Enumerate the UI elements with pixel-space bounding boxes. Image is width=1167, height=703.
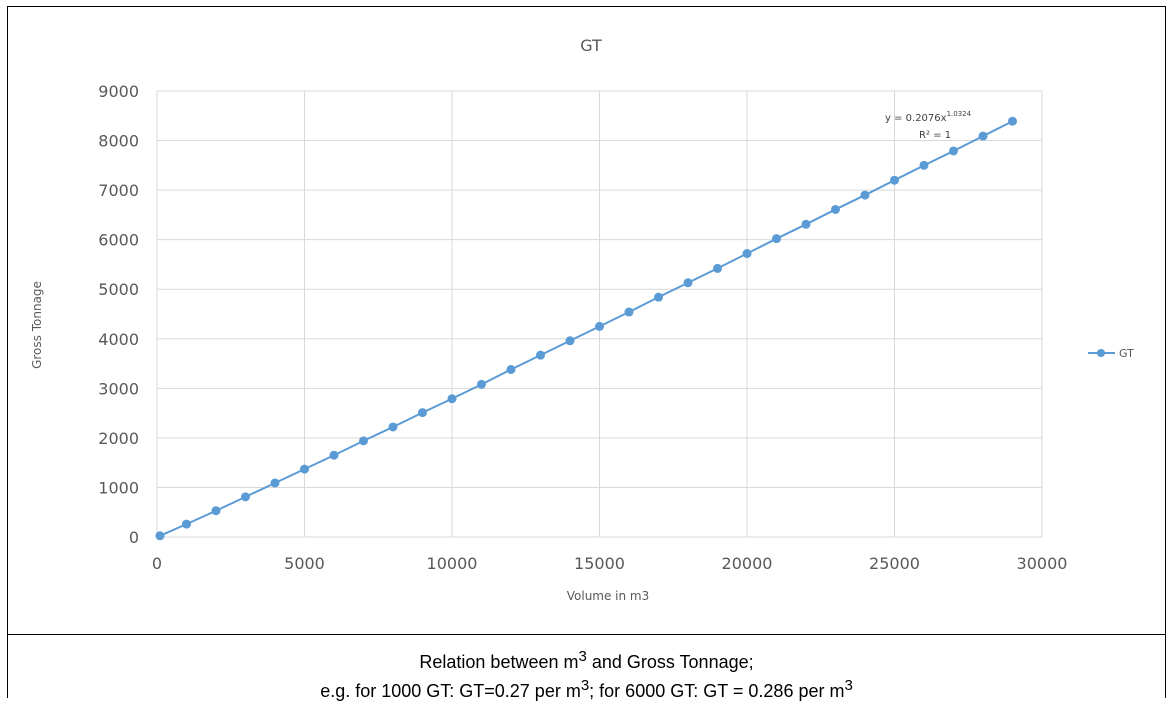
data-point xyxy=(477,379,486,389)
y-tick-label: 3000 xyxy=(98,379,139,398)
y-axis-label: Gross Tonnage xyxy=(30,281,44,369)
figure-caption: Relation between m3 and Gross Tonnage; e… xyxy=(7,634,1166,701)
x-tick-label: 20000 xyxy=(722,554,773,573)
data-point xyxy=(978,131,988,141)
data-point xyxy=(742,249,752,259)
data-point xyxy=(919,160,929,170)
data-point xyxy=(241,492,250,502)
axes: 0 1000 2000 3000 4000 5000 6000 7000 8000 9000 0 50… xyxy=(98,82,1067,573)
data-point xyxy=(831,204,840,214)
data-point xyxy=(595,321,604,331)
chart-svg: GT 0 1000 2000 3000 4000 5000 6000 7000 8000 9000… xyxy=(30,36,1134,603)
data-point xyxy=(270,478,280,488)
caption-line-2-text-b: ; for 6000 GT: GT = 0.286 per m xyxy=(589,681,845,701)
series-line xyxy=(159,120,1013,537)
y-tick-label: 2000 xyxy=(98,429,139,448)
caption-line-1-text-a: Relation between m xyxy=(419,652,579,672)
data-point xyxy=(300,464,309,474)
data-point xyxy=(624,307,634,317)
y-tick-label: 7000 xyxy=(98,181,139,200)
y-tick-label: 5000 xyxy=(98,280,139,299)
x-tick-label: 5000 xyxy=(284,554,325,573)
caption-line-1: Relation between m3 and Gross Tonnage; xyxy=(8,635,1165,674)
trendline-r2: R² = 1 xyxy=(919,130,951,141)
legend-label: GT xyxy=(1119,347,1134,360)
caption-line-2-superscript-1: 3 xyxy=(580,677,590,694)
data-point xyxy=(447,394,457,404)
data-point xyxy=(772,234,781,244)
x-axis-label: Volume in m3 xyxy=(567,589,650,603)
y-tick-label: 8000 xyxy=(98,132,139,151)
caption-line-1-text-b: and Gross Tonnage; xyxy=(586,652,754,672)
data-point xyxy=(1008,116,1017,126)
data-point xyxy=(418,408,427,418)
x-tick-label: 25000 xyxy=(869,554,920,573)
y-tick-label: 6000 xyxy=(98,231,139,250)
x-tick-label: 10000 xyxy=(427,554,478,573)
data-point xyxy=(182,519,191,529)
chart-title: GT xyxy=(580,36,602,55)
series-gt xyxy=(155,116,1017,541)
legend: GT xyxy=(1088,347,1134,360)
y-tick-label: 0 xyxy=(129,528,139,547)
data-point xyxy=(949,146,958,156)
y-tick-label: 4000 xyxy=(98,330,139,349)
trendline-equation: y = 0.2076x1.0324 xyxy=(885,110,972,124)
data-point xyxy=(683,278,693,288)
data-point xyxy=(388,422,398,432)
data-point xyxy=(801,219,811,229)
y-tick-label: 1000 xyxy=(98,478,139,497)
trendline-equation-exponent: 1.0324 xyxy=(947,110,972,118)
trendline-equation-base: y = 0.2076x xyxy=(885,113,947,124)
data-point xyxy=(359,436,368,446)
x-tick-label: 15000 xyxy=(574,554,625,573)
data-point xyxy=(860,190,870,200)
data-point xyxy=(890,175,899,185)
gridlines xyxy=(156,90,1043,538)
trendline-label: y = 0.2076x1.0324 R² = 1 xyxy=(885,110,972,141)
data-point xyxy=(536,350,545,360)
y-tick-label: 9000 xyxy=(98,82,139,101)
x-tick-label: 30000 xyxy=(1017,554,1068,573)
data-point xyxy=(329,450,339,460)
x-tick-label: 0 xyxy=(152,554,162,573)
data-point xyxy=(211,506,221,516)
caption-line-2: e.g. for 1000 GT: GT=0.27 per m3; for 60… xyxy=(8,674,1165,703)
caption-line-2-superscript-2: 3 xyxy=(844,677,853,694)
data-point xyxy=(713,263,722,273)
data-point xyxy=(155,531,165,541)
legend-marker xyxy=(1097,349,1105,357)
data-point xyxy=(654,292,663,302)
data-point xyxy=(506,365,516,375)
data-point xyxy=(565,336,575,346)
caption-line-1-superscript: 3 xyxy=(578,648,587,665)
chart-area: GT 0 1000 2000 3000 4000 5000 6000 7000 8000 9000… xyxy=(7,6,1166,634)
caption-line-2-text-a: e.g. for 1000 GT: GT=0.27 per m xyxy=(320,681,581,701)
